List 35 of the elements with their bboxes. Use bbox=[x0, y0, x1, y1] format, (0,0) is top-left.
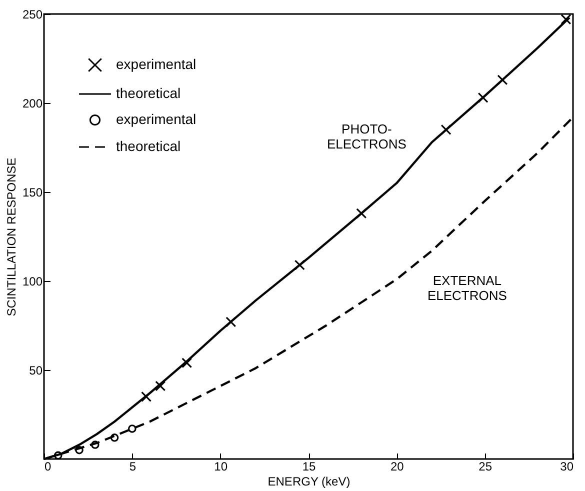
point bbox=[90, 440, 100, 449]
y-tick-label: 200 bbox=[22, 96, 43, 110]
legend-label: experimental bbox=[116, 111, 196, 127]
point bbox=[141, 391, 152, 402]
point bbox=[226, 316, 236, 328]
x-tick-label: 20 bbox=[390, 460, 404, 474]
y-tick-label: 250 bbox=[22, 8, 43, 22]
x-tick-label: 0 bbox=[44, 460, 52, 474]
point bbox=[155, 380, 166, 392]
x-tick-label: 15 bbox=[302, 460, 316, 474]
point bbox=[110, 433, 119, 442]
point bbox=[128, 424, 136, 433]
legend-label: theoretical bbox=[116, 85, 181, 101]
y-tick-label: 50 bbox=[29, 364, 43, 378]
y-tick-label: 100 bbox=[22, 274, 43, 288]
point bbox=[182, 358, 192, 368]
point bbox=[478, 92, 488, 103]
x-tick-label: 5 bbox=[129, 460, 136, 474]
point bbox=[54, 451, 62, 460]
x-axis-title: ENERGY (keV) bbox=[268, 474, 350, 488]
point bbox=[497, 74, 508, 86]
point bbox=[440, 124, 452, 135]
x-tick-label: 30 bbox=[560, 460, 574, 474]
legend-label: experimental bbox=[116, 56, 196, 72]
point bbox=[356, 208, 367, 219]
x-tick-label: 10 bbox=[214, 460, 228, 474]
point bbox=[294, 260, 305, 270]
annotation: PHOTO- ELECTRONS bbox=[326, 122, 407, 152]
x-tick-label: 25 bbox=[478, 460, 492, 474]
legend-label: theoretical bbox=[116, 138, 181, 154]
point bbox=[75, 446, 84, 454]
point bbox=[560, 14, 572, 25]
y-tick-label: 150 bbox=[22, 186, 43, 200]
y-axis-title: SCINTILLATION RESPONSE bbox=[4, 158, 18, 316]
annotation: EXTERNAL ELECTRONS bbox=[427, 273, 508, 303]
